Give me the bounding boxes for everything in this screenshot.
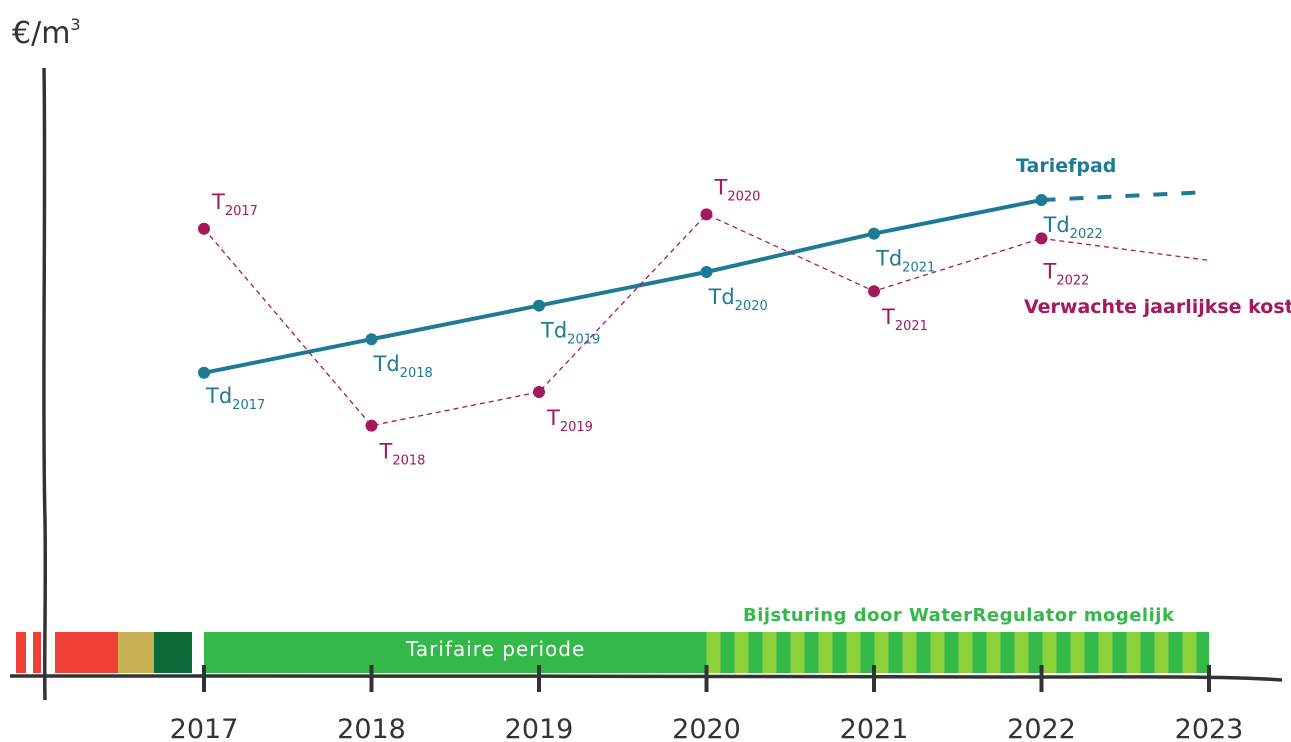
point-label-kost: T2018 xyxy=(379,440,426,469)
band-stripe xyxy=(972,632,987,673)
x-tick-label: 2021 xyxy=(840,714,909,742)
point-tariefpad xyxy=(1035,194,1048,206)
x-ticks: 2017 2018 2019 2020 2021 2022 2023 xyxy=(170,665,1244,742)
band-stripe xyxy=(1014,632,1029,673)
point-label-tariefpad: Td2022 xyxy=(1043,213,1103,242)
band-stripe xyxy=(986,632,1001,673)
band-stripe xyxy=(1028,632,1043,673)
band-stripe xyxy=(846,632,861,673)
x-tick-label: 2020 xyxy=(672,714,741,742)
series-lines xyxy=(203,190,1210,427)
x-axis xyxy=(9,674,1283,682)
band-bijsturing-label: Bijsturing door WaterRegulator mogelijk xyxy=(743,605,1175,626)
point-kost xyxy=(868,285,880,298)
point-kost xyxy=(1035,232,1048,245)
band-stripe xyxy=(1056,632,1071,673)
band-khaki xyxy=(118,632,154,673)
y-axis-unit: €/m3 xyxy=(12,15,81,51)
band-stripe xyxy=(1168,632,1183,673)
band-stripe xyxy=(1098,632,1113,673)
point-kost xyxy=(533,386,545,398)
series-line-kost xyxy=(203,213,1042,427)
band-red xyxy=(55,632,118,673)
band-stripe xyxy=(818,632,833,673)
x-tick-label: 2019 xyxy=(505,714,574,742)
y-axis-unit-sup: 3 xyxy=(70,15,80,34)
point-kost xyxy=(365,419,378,432)
band-stripe xyxy=(860,632,875,673)
band-stripe xyxy=(916,632,931,673)
band-stripe xyxy=(958,632,973,673)
x-tick-label: 2022 xyxy=(1007,714,1076,742)
band-red-small xyxy=(16,632,26,673)
band-stripe xyxy=(1154,632,1169,673)
point-label-tariefpad: Td2020 xyxy=(708,285,768,314)
x-tick-label: 2017 xyxy=(170,714,239,742)
series-line-tariefpad-projection xyxy=(1041,190,1210,202)
band-stripe xyxy=(1112,632,1127,673)
point-label-kost: T2021 xyxy=(881,305,928,334)
band-stripe xyxy=(748,632,763,673)
band-dark-green xyxy=(154,632,192,673)
band-stripe xyxy=(790,632,805,673)
series-line-kost-projection xyxy=(1041,237,1210,262)
band-stripe xyxy=(776,632,791,673)
point-label-kost: T2019 xyxy=(546,406,593,435)
band-stripe xyxy=(1140,632,1155,673)
point-label-tariefpad: Td2019 xyxy=(540,319,600,348)
band-tarifaire-label: Tarifaire periode xyxy=(405,637,585,661)
band-stripe xyxy=(804,632,819,673)
band-stripe xyxy=(1000,632,1015,673)
series-line-tariefpad xyxy=(203,198,1042,375)
point-label-kost: T2020 xyxy=(714,175,761,204)
band-stripe xyxy=(944,632,959,673)
series-label-tariefpad: Tariefpad xyxy=(1016,155,1116,177)
point-tariefpad xyxy=(533,299,545,312)
band-stripe xyxy=(720,632,735,673)
band-stripe xyxy=(1084,632,1099,673)
band-stripe xyxy=(902,632,917,673)
band-stripe xyxy=(1042,632,1057,673)
band-bijsturing xyxy=(706,632,1209,673)
point-label-tariefpad: Td2021 xyxy=(875,247,935,276)
band-red-small-2 xyxy=(33,632,41,673)
band-stripe xyxy=(1196,632,1209,673)
point-label-kost: T2022 xyxy=(1043,259,1090,288)
band-stripe xyxy=(832,632,847,673)
point-label-kost: T2017 xyxy=(211,190,258,219)
series-points: Td2017 Td2018 Td2019 Td2020 Td2021 Td2022 T201… xyxy=(198,175,1103,469)
band-stripe xyxy=(1126,632,1141,673)
band-stripe xyxy=(930,632,945,673)
point-kost xyxy=(700,208,713,221)
y-axis xyxy=(42,67,48,701)
band-stripe xyxy=(706,632,721,673)
timeline-bands: Tarifaire periode Bijsturing door WaterR… xyxy=(16,605,1209,673)
band-stripe xyxy=(762,632,777,673)
y-axis-unit-text: €/m xyxy=(12,16,70,51)
point-kost xyxy=(198,222,210,235)
band-stripe xyxy=(874,632,889,673)
band-tarifaire xyxy=(204,632,709,673)
point-tariefpad xyxy=(868,227,880,240)
band-stripe xyxy=(1182,632,1197,673)
point-tariefpad xyxy=(700,266,713,278)
band-stripe xyxy=(888,632,903,673)
band-stripe xyxy=(734,632,749,673)
point-tariefpad xyxy=(198,366,210,379)
point-label-tariefpad: Td2017 xyxy=(205,384,265,413)
point-label-tariefpad: Td2018 xyxy=(373,352,433,381)
series-label-kost: Verwachte jaarlijkse kost xyxy=(1024,296,1291,318)
x-tick-label: 2018 xyxy=(337,714,406,742)
band-stripe xyxy=(1070,632,1085,673)
point-tariefpad xyxy=(365,333,378,346)
x-tick-label: 2023 xyxy=(1175,714,1244,742)
